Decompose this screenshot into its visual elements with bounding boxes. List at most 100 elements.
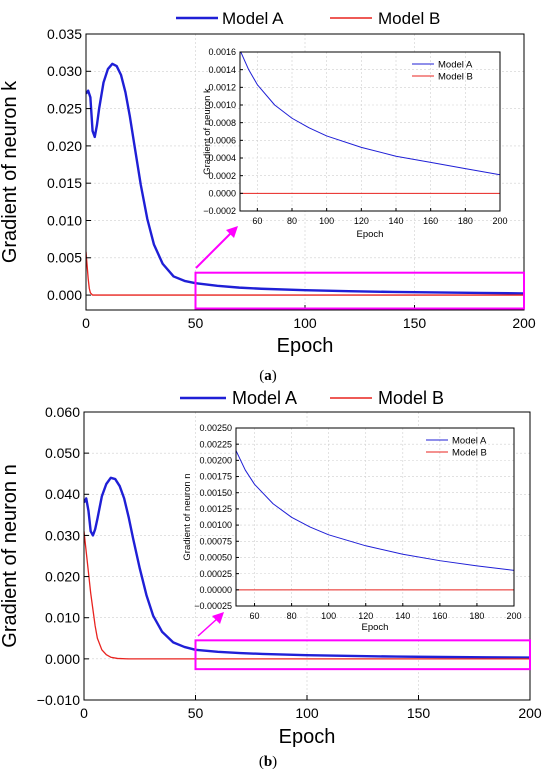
arrow-b-shaft bbox=[197, 617, 219, 637]
b-inset-ytick-label: 0.00200 bbox=[199, 456, 232, 466]
a-main-ytick-label: 0.025 bbox=[47, 100, 82, 116]
chart-b-main: 0 50 100 150 200 −0.010 0.000 0.010 0.020 0.030 0.… bbox=[0, 404, 542, 748]
b-inset-ytick-label: 0.00225 bbox=[199, 439, 232, 449]
a-inset-ytick-label: 0.0010 bbox=[208, 100, 236, 110]
a-main-xtick-label: 200 bbox=[512, 315, 536, 331]
a-inset-plot-bg bbox=[240, 52, 500, 211]
b-main-ytick-label: 0.060 bbox=[45, 404, 80, 420]
a-inset-frame bbox=[239, 51, 501, 212]
a-main-ylabel: Gradient of neuron k bbox=[0, 80, 21, 263]
b-main-highlight-box bbox=[194, 639, 531, 671]
b-main-xtick-label: 100 bbox=[295, 705, 319, 721]
a-inset-ytick-label: 0.0000 bbox=[208, 188, 236, 198]
arrow-b bbox=[197, 612, 224, 637]
b-main-series-model-a bbox=[84, 476, 530, 659]
b-inset-ytick-label: 0.00025 bbox=[199, 569, 232, 579]
a-inset-legend-label-model-a: Model A bbox=[438, 60, 473, 71]
a-inset-xtick-label: 60 bbox=[252, 216, 262, 226]
b-inset-ytick-label: 0.00250 bbox=[199, 423, 232, 433]
a-inset-ytick-label: 0.0016 bbox=[208, 47, 236, 57]
a-inset-ytick-label: 0.0014 bbox=[208, 65, 236, 75]
legend-a: Model A Model B bbox=[176, 9, 440, 28]
b-inset-frame bbox=[235, 427, 515, 607]
legend-a-label-model-a: Model A bbox=[222, 9, 284, 28]
panel-label-b: (b) bbox=[259, 754, 277, 770]
b-inset-ytick-label: 0.00150 bbox=[199, 488, 232, 498]
chart-a-inset: 60 80 100 120 140 160 180 200 −0.0002 0.0000 0.000… bbox=[202, 47, 508, 240]
b-main-ytick-label: 0.010 bbox=[45, 610, 80, 626]
legend-b-label-model-a: Model A bbox=[232, 388, 297, 408]
b-inset-xtick-label: 120 bbox=[358, 611, 373, 621]
b-inset-ylabel: Gradient of neuron n bbox=[182, 473, 193, 560]
b-main-ytick-label: 0.000 bbox=[45, 651, 80, 667]
b-main-xtick-label: 150 bbox=[407, 705, 431, 721]
a-inset-ytick-label: 0.0004 bbox=[208, 153, 236, 163]
b-inset-ytick-label: 0.00100 bbox=[199, 520, 232, 530]
b-main-xlabel: Epoch bbox=[279, 726, 336, 748]
a-inset-ytick-label: 0.0002 bbox=[208, 171, 236, 181]
panel-label-a: (a) bbox=[259, 368, 277, 384]
a-inset-ytick-label: 0.0012 bbox=[208, 82, 236, 92]
b-inset-xtick-label: 200 bbox=[506, 611, 521, 621]
b-inset-legend-label-model-b: Model B bbox=[452, 448, 487, 459]
a-main-ytick-label: 0.030 bbox=[47, 63, 82, 79]
b-inset-plot-bg bbox=[236, 428, 514, 606]
legend-b-label-model-b: Model B bbox=[378, 388, 444, 408]
a-inset-xtick-label: 160 bbox=[423, 216, 438, 226]
b-inset-ytick-label: 0.00075 bbox=[199, 536, 232, 546]
a-main-ytick-label: 0.010 bbox=[47, 212, 82, 228]
b-main-ylabel: Gradient of neuron n bbox=[0, 464, 21, 647]
a-main-xlabel: Epoch bbox=[277, 335, 334, 357]
arrow-a-head bbox=[226, 226, 238, 238]
b-inset-series-model-a bbox=[236, 450, 514, 571]
a-main-xtick-label: 150 bbox=[403, 315, 427, 331]
b-main-ytick-label: 0.050 bbox=[45, 445, 80, 461]
b-inset-ytick-label: 0.00175 bbox=[199, 472, 232, 482]
a-inset-ytick-label: 0.0006 bbox=[208, 135, 236, 145]
a-main-highlight-box bbox=[194, 271, 525, 310]
b-inset-legend-label-model-a: Model A bbox=[452, 436, 487, 447]
a-inset-ylabel: Gradient of neuron k bbox=[202, 88, 213, 175]
b-inset-ytick-label: 0.00050 bbox=[199, 553, 232, 563]
b-inset-ytick-label: 0.00125 bbox=[199, 504, 232, 514]
b-main-series-model-b bbox=[84, 531, 530, 660]
b-inset-xtick-label: 80 bbox=[287, 611, 297, 621]
b-main-xtick-label: 0 bbox=[80, 705, 88, 721]
a-main-xtick-label: 0 bbox=[82, 315, 90, 331]
b-inset-ytick-label: 0.00000 bbox=[199, 585, 232, 595]
b-main-ytick-label: 0.030 bbox=[45, 527, 80, 543]
a-inset-xtick-label: 100 bbox=[319, 216, 334, 226]
b-main-xtick-label: 200 bbox=[518, 705, 542, 721]
arrow-a-shaft bbox=[195, 231, 233, 269]
a-main-xtick-label: 50 bbox=[188, 315, 204, 331]
a-inset-xtick-label: 200 bbox=[492, 216, 507, 226]
a-inset-xtick-label: 180 bbox=[458, 216, 473, 226]
a-main-series-model-b bbox=[86, 251, 524, 296]
a-main-ytick-label: 0.005 bbox=[47, 250, 82, 266]
a-main-series-model-a bbox=[86, 62, 524, 295]
b-inset-xtick-label: 100 bbox=[321, 611, 336, 621]
b-inset-xtick-label: 140 bbox=[395, 611, 410, 621]
b-main-ytick-label: −0.010 bbox=[37, 692, 80, 708]
a-inset-ytick-label: −0.0002 bbox=[203, 206, 236, 216]
b-inset-xlabel: Epoch bbox=[362, 622, 389, 633]
a-main-ytick-label: 0.035 bbox=[47, 26, 82, 42]
a-inset-xlabel: Epoch bbox=[357, 229, 384, 240]
b-inset-xtick-label: 60 bbox=[250, 611, 260, 621]
b-main-ytick-label: 0.020 bbox=[45, 568, 80, 584]
chart-b-inset: 60 80 100 120 140 160 180 200 −0.00025 0.00000 0.0… bbox=[182, 423, 522, 633]
a-inset-xtick-label: 80 bbox=[287, 216, 297, 226]
a-inset-ytick-label: 0.0008 bbox=[208, 118, 236, 128]
a-main-ytick-label: 0.020 bbox=[47, 138, 82, 154]
a-inset-series-model-a bbox=[240, 52, 500, 176]
b-inset-xtick-label: 160 bbox=[432, 611, 447, 621]
arrow-a bbox=[195, 226, 238, 269]
legend-a-label-model-b: Model B bbox=[378, 9, 440, 28]
b-main-ytick-label: 0.040 bbox=[45, 486, 80, 502]
b-main-xtick-label: 50 bbox=[188, 705, 204, 721]
legend-b: Model A Model B bbox=[180, 388, 444, 408]
a-inset-legend-label-model-b: Model B bbox=[438, 72, 473, 83]
a-inset-xtick-label: 120 bbox=[354, 216, 369, 226]
a-main-ytick-label: 0.000 bbox=[47, 287, 82, 303]
